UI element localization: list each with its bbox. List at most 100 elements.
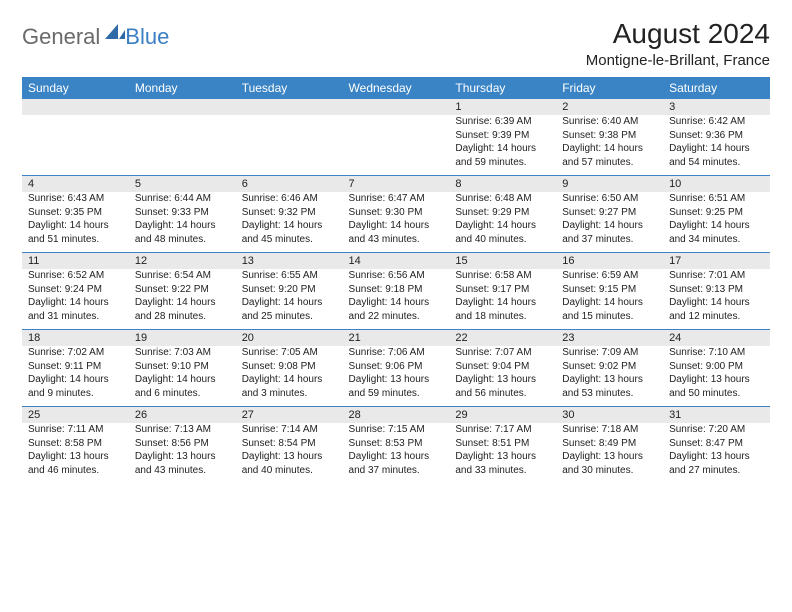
day-number: 7 [343, 176, 450, 193]
sunset-text: Sunset: 9:38 PM [562, 129, 657, 143]
day2-text: and 15 minutes. [562, 310, 657, 324]
day-number [129, 99, 236, 115]
day1-text: Daylight: 14 hours [28, 373, 123, 387]
week-row: Sunrise: 7:11 AMSunset: 8:58 PM Daylight:… [22, 423, 770, 483]
day-number: 10 [663, 176, 770, 193]
day-number-row: 45678910 [22, 176, 770, 193]
day1-text: Daylight: 13 hours [455, 450, 550, 464]
sunset-text: Sunset: 8:54 PM [242, 437, 337, 451]
day-cell: Sunrise: 6:54 AMSunset: 9:22 PMDaylight:… [129, 269, 236, 330]
day-cell: Sunrise: 7:11 AMSunset: 8:58 PMDaylight:… [22, 423, 129, 483]
week-row: Sunrise: 6:39 AMSunset: 9:39 PMDaylight:… [22, 115, 770, 176]
sunrise-text: Sunrise: 7:14 AM [242, 423, 337, 437]
logo-text-blue: Blue [125, 24, 169, 50]
day1-text: Daylight: 13 hours [455, 373, 550, 387]
day-header: Tuesday [236, 77, 343, 99]
day-number: 14 [343, 253, 450, 270]
sunset-text: Sunset: 9:33 PM [135, 206, 230, 220]
day-cell: Sunrise: 6:42 AMSunset: 9:36 PMDaylight:… [663, 115, 770, 176]
title-block: August 2024 Montigne-le-Brillant, France [586, 18, 770, 69]
sunrise-text: Sunrise: 7:09 AM [562, 346, 657, 360]
day-number: 6 [236, 176, 343, 193]
sunset-text: Sunset: 9:25 PM [669, 206, 764, 220]
day-cell: Sunrise: 6:46 AMSunset: 9:32 PMDaylight:… [236, 192, 343, 253]
sunset-text: Sunset: 8:47 PM [669, 437, 764, 451]
day-cell: Sunrise: 7:13 AMSunset: 8:56 PMDaylight:… [129, 423, 236, 483]
day-number: 2 [556, 99, 663, 115]
day-cell: Sunrise: 6:40 AMSunset: 9:38 PMDaylight:… [556, 115, 663, 176]
logo-text-general: General [22, 24, 100, 50]
day-cell: Sunrise: 7:07 AMSunset: 9:04 PMDaylight:… [449, 346, 556, 407]
day-cell: Sunrise: 7:01 AMSunset: 9:13 PMDaylight:… [663, 269, 770, 330]
sunrise-text: Sunrise: 7:05 AM [242, 346, 337, 360]
sunset-text: Sunset: 9:11 PM [28, 360, 123, 374]
day2-text: and 22 minutes. [349, 310, 444, 324]
day-cell: Sunrise: 7:03 AMSunset: 9:10 PMDaylight:… [129, 346, 236, 407]
day-number: 21 [343, 330, 450, 347]
day2-text: and 45 minutes. [242, 233, 337, 247]
day-header: Wednesday [343, 77, 450, 99]
sunset-text: Sunset: 9:00 PM [669, 360, 764, 374]
day1-text: Daylight: 14 hours [455, 296, 550, 310]
sunrise-text: Sunrise: 7:03 AM [135, 346, 230, 360]
header: General Blue August 2024 Montigne-le-Bri… [22, 18, 770, 69]
sunset-text: Sunset: 8:58 PM [28, 437, 123, 451]
sunrise-text: Sunrise: 7:02 AM [28, 346, 123, 360]
day-number: 16 [556, 253, 663, 270]
day2-text: and 40 minutes. [242, 464, 337, 478]
sunrise-text: Sunrise: 6:42 AM [669, 115, 764, 129]
day-number: 8 [449, 176, 556, 193]
day2-text: and 50 minutes. [669, 387, 764, 401]
sunset-text: Sunset: 9:27 PM [562, 206, 657, 220]
day-cell: Sunrise: 6:47 AMSunset: 9:30 PMDaylight:… [343, 192, 450, 253]
day1-text: Daylight: 13 hours [135, 450, 230, 464]
sunset-text: Sunset: 9:06 PM [349, 360, 444, 374]
day-header: Saturday [663, 77, 770, 99]
day2-text: and 56 minutes. [455, 387, 550, 401]
sunset-text: Sunset: 9:36 PM [669, 129, 764, 143]
day2-text: and 37 minutes. [562, 233, 657, 247]
day2-text: and 31 minutes. [28, 310, 123, 324]
day2-text: and 57 minutes. [562, 156, 657, 170]
day2-text: and 25 minutes. [242, 310, 337, 324]
day2-text: and 51 minutes. [28, 233, 123, 247]
sunset-text: Sunset: 9:18 PM [349, 283, 444, 297]
day-header: Thursday [449, 77, 556, 99]
sunrise-text: Sunrise: 6:47 AM [349, 192, 444, 206]
sunset-text: Sunset: 9:15 PM [562, 283, 657, 297]
day-cell: Sunrise: 6:44 AMSunset: 9:33 PMDaylight:… [129, 192, 236, 253]
sunrise-text: Sunrise: 6:40 AM [562, 115, 657, 129]
day1-text: Daylight: 13 hours [562, 373, 657, 387]
sunrise-text: Sunrise: 7:10 AM [669, 346, 764, 360]
day-number: 15 [449, 253, 556, 270]
day-number: 19 [129, 330, 236, 347]
day-cell: Sunrise: 6:58 AMSunset: 9:17 PMDaylight:… [449, 269, 556, 330]
day-number: 20 [236, 330, 343, 347]
logo: General Blue [22, 24, 169, 50]
day-number-row: 18192021222324 [22, 330, 770, 347]
day2-text: and 12 minutes. [669, 310, 764, 324]
day1-text: Daylight: 14 hours [242, 219, 337, 233]
sunrise-text: Sunrise: 6:59 AM [562, 269, 657, 283]
sunrise-text: Sunrise: 7:11 AM [28, 423, 123, 437]
day2-text: and 30 minutes. [562, 464, 657, 478]
sunset-text: Sunset: 8:49 PM [562, 437, 657, 451]
week-row: Sunrise: 6:52 AMSunset: 9:24 PMDaylight:… [22, 269, 770, 330]
day-header-row: Sunday Monday Tuesday Wednesday Thursday… [22, 77, 770, 99]
day2-text: and 53 minutes. [562, 387, 657, 401]
day2-text: and 18 minutes. [455, 310, 550, 324]
day-cell [343, 115, 450, 176]
day-header: Sunday [22, 77, 129, 99]
day-number: 4 [22, 176, 129, 193]
day-number: 31 [663, 407, 770, 424]
sunrise-text: Sunrise: 6:48 AM [455, 192, 550, 206]
day-cell: Sunrise: 6:55 AMSunset: 9:20 PMDaylight:… [236, 269, 343, 330]
day2-text: and 59 minutes. [349, 387, 444, 401]
day-number: 22 [449, 330, 556, 347]
day2-text: and 37 minutes. [349, 464, 444, 478]
day-number: 9 [556, 176, 663, 193]
sunrise-text: Sunrise: 6:46 AM [242, 192, 337, 206]
day-cell: Sunrise: 6:43 AMSunset: 9:35 PMDaylight:… [22, 192, 129, 253]
day2-text: and 48 minutes. [135, 233, 230, 247]
week-row: Sunrise: 6:43 AMSunset: 9:35 PMDaylight:… [22, 192, 770, 253]
